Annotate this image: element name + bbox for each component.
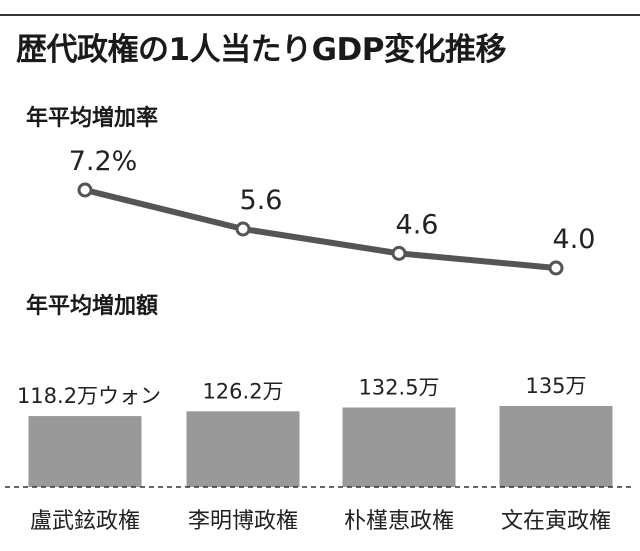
bar-4 <box>499 406 613 487</box>
growth-rate-point-4 <box>548 260 564 276</box>
growth-rate-label-4: 4.0 <box>553 224 596 255</box>
top-rule <box>0 14 640 16</box>
category-label-4: 文在寅政権 <box>501 509 611 534</box>
bar-3 <box>342 407 456 487</box>
growth-rate-point-3 <box>391 245 407 261</box>
category-label-1: 盧武鉉政権 <box>30 509 140 534</box>
bar-section-label: 年平均増加額 <box>26 294 159 319</box>
category-label-2: 李明博政権 <box>188 509 298 534</box>
line-section-label: 年平均増加率 <box>26 106 159 131</box>
bar-value-label-3: 132.5万 <box>358 376 439 400</box>
bar-value-label-2: 126.2万 <box>202 379 283 403</box>
bar-value-label-1: 118.2万ウォン <box>17 384 161 408</box>
growth-rate-label-2: 5.6 <box>240 185 283 216</box>
growth-rate-point-2 <box>235 221 251 237</box>
chart-title: 歴代政権の1人当たりGDP変化推移 <box>16 32 506 68</box>
growth-rate-point-1 <box>77 182 93 198</box>
bar-1 <box>28 416 142 487</box>
bar-2 <box>186 411 300 487</box>
bar-value-label-4: 135万 <box>525 374 586 398</box>
growth-rate-line <box>82 187 559 271</box>
growth-rate-label-1: 7.2% <box>69 146 138 177</box>
category-label-3: 朴槿恵政権 <box>344 509 454 534</box>
growth-rate-label-3: 4.6 <box>396 209 439 240</box>
